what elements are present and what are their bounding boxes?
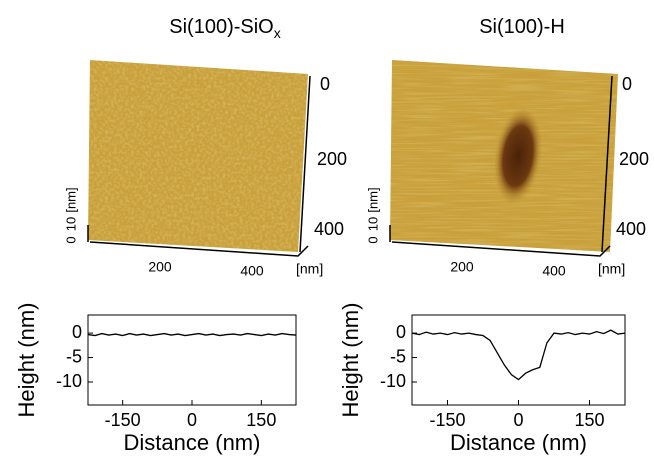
depth-tick-label: 400	[314, 219, 344, 239]
x-axis-label: Distance (nm)	[450, 430, 587, 455]
depth-tick-label: 200	[619, 149, 649, 169]
x-tick-label: 400	[240, 263, 264, 279]
title-subscript: x	[274, 25, 281, 41]
x-tick-label: 200	[148, 259, 172, 275]
y-tick-label: -5	[390, 346, 406, 366]
depth-tick-label: 0	[622, 74, 632, 94]
y-axis-label: Height (nm)	[338, 303, 363, 418]
x-tick-label: 200	[450, 259, 474, 275]
afm-panel: Si(100)-H 0 200 400 200 400 [nm] 0 10 [nm]	[365, 16, 649, 278]
x-tick-label: 0	[513, 410, 523, 430]
y-tick-label: -10	[56, 371, 82, 391]
x-unit: [nm]	[598, 261, 625, 277]
x-tick-label: -150	[105, 410, 141, 430]
depth-tick-label: 200	[317, 149, 347, 169]
x-axis-label: Distance (nm)	[124, 430, 261, 455]
title-text: Si(100)-SiO	[169, 16, 273, 38]
depth-tick-label: 400	[616, 219, 646, 239]
panel-title: Si(100)-H	[479, 16, 565, 38]
x-tick-label: -150	[429, 410, 465, 430]
axis-line	[601, 75, 613, 253]
axis-line	[391, 241, 611, 257]
profile-line	[87, 332, 297, 337]
z-tick-label: 0	[365, 236, 380, 243]
afm-pit	[493, 106, 543, 206]
plot-frame	[87, 314, 297, 406]
z-tick-label: 10	[365, 217, 380, 231]
y-tick-label: 0	[72, 322, 82, 342]
axis-line	[299, 75, 311, 253]
z-tick-label: 10	[63, 217, 78, 231]
plot-frame	[411, 314, 626, 406]
afm-panel: Si(100)-SiOx 0 200 400 200 400 [nm] 0 10 [nm]	[63, 16, 347, 278]
x-tick-label: 150	[574, 410, 604, 430]
y-tick-label: -5	[66, 346, 82, 366]
y-tick-label: 0	[396, 322, 406, 342]
afm-surface	[88, 60, 308, 252]
x-tick-label: 400	[542, 263, 566, 279]
x-tick-label: 0	[187, 410, 197, 430]
depth-tick-label: 0	[320, 74, 330, 94]
title-text: Si(100)-H	[479, 16, 565, 38]
panel-title: Si(100)-SiOx	[169, 16, 280, 40]
z-unit: [nm]	[365, 187, 380, 212]
z-unit: [nm]	[63, 187, 78, 212]
axis-line	[89, 241, 309, 257]
x-unit: [nm]	[296, 261, 323, 277]
profile-line	[411, 329, 626, 381]
z-tick-label: 0	[63, 236, 78, 243]
y-tick-label: -10	[380, 371, 406, 391]
x-tick-label: 150	[246, 410, 276, 430]
y-axis-label: Height (nm)	[14, 303, 39, 418]
